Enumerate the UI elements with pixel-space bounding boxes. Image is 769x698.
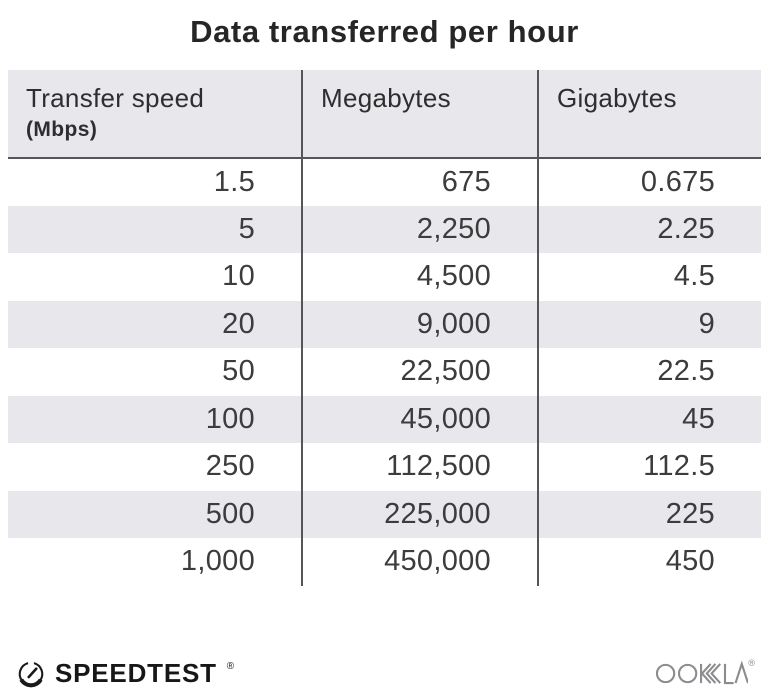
footer: SPEEDTEST ® ®	[16, 658, 755, 689]
gigabytes-cell: 225	[537, 490, 761, 538]
speedtest-wordmark: SPEEDTEST	[55, 658, 217, 688]
header-row: Transfer speed (Mbps) Megabytes Gigabyte…	[8, 70, 761, 159]
table-row: 500 225,000 225	[8, 490, 761, 538]
header-mbps-label: (Mbps)	[26, 118, 98, 141]
table-row: 250 112,500 112.5	[8, 443, 761, 491]
data-table: Transfer speed (Mbps) Megabytes Gigabyte…	[8, 70, 761, 586]
table-row: 5 2,250 2.25	[8, 205, 761, 253]
gigabytes-cell: 112.5	[537, 443, 761, 491]
data-table-container: Transfer speed (Mbps) Megabytes Gigabyte…	[8, 70, 761, 586]
speedtest-registered-mark: ®	[226, 661, 235, 672]
table-row: 10 4,500 4.5	[8, 253, 761, 301]
header-transfer-speed: Transfer speed (Mbps)	[8, 70, 302, 159]
gigabytes-cell: 4.5	[537, 253, 761, 301]
ookla-wordmark-icon	[656, 660, 749, 687]
megabytes-cell: 225,000	[301, 490, 538, 538]
speed-cell: 20	[222, 307, 255, 340]
speed-cell: 500	[205, 497, 255, 530]
gigabytes-cell: 9	[537, 300, 761, 348]
table-row: 1,000 450,000 450	[8, 538, 761, 586]
megabytes-cell: 4,500	[301, 253, 538, 301]
header-transfer-speed-label: Transfer speed	[26, 83, 205, 113]
gigabytes-cell: 22.5	[537, 348, 761, 396]
ookla-logo: ®	[656, 658, 755, 687]
speed-cell: 1.5	[213, 165, 255, 198]
gigabytes-cell: 450	[537, 538, 761, 586]
megabytes-cell: 2,250	[301, 205, 538, 253]
speed-cell: 5	[238, 212, 255, 245]
megabytes-cell: 450,000	[301, 538, 538, 586]
speed-cell: 250	[205, 450, 255, 483]
ookla-registered-mark: ®	[748, 658, 755, 668]
megabytes-cell: 112,500	[301, 443, 538, 491]
header-megabytes: Megabytes	[301, 70, 538, 159]
gigabytes-cell: 0.675	[537, 158, 761, 206]
page-title: Data transferred per hour	[190, 14, 579, 49]
speed-cell: 1,000	[180, 545, 255, 578]
table-row: 50 22,500 22.5	[8, 348, 761, 396]
megabytes-cell: 45,000	[301, 395, 538, 443]
megabytes-cell: 675	[301, 158, 538, 206]
gigabytes-cell: 45	[537, 395, 761, 443]
speed-cell: 100	[205, 402, 255, 435]
speedometer-gauge-icon	[16, 659, 46, 689]
table-row: 100 45,000 45	[8, 395, 761, 443]
speed-cell: 10	[222, 260, 255, 293]
table-body: 1.5 675 0.675 5 2,250 2.25 10 4,500 4.5 20 9,000 9 5…	[8, 158, 761, 586]
header-gigabytes: Gigabytes	[537, 70, 761, 159]
table-row: 20 9,000 9	[8, 300, 761, 348]
speedtest-logo: SPEEDTEST ®	[16, 658, 234, 689]
megabytes-cell: 22,500	[301, 348, 538, 396]
speed-cell: 50	[222, 355, 255, 388]
megabytes-cell: 9,000	[301, 300, 538, 348]
table-row: 1.5 675 0.675	[8, 158, 761, 206]
gigabytes-cell: 2.25	[537, 205, 761, 253]
